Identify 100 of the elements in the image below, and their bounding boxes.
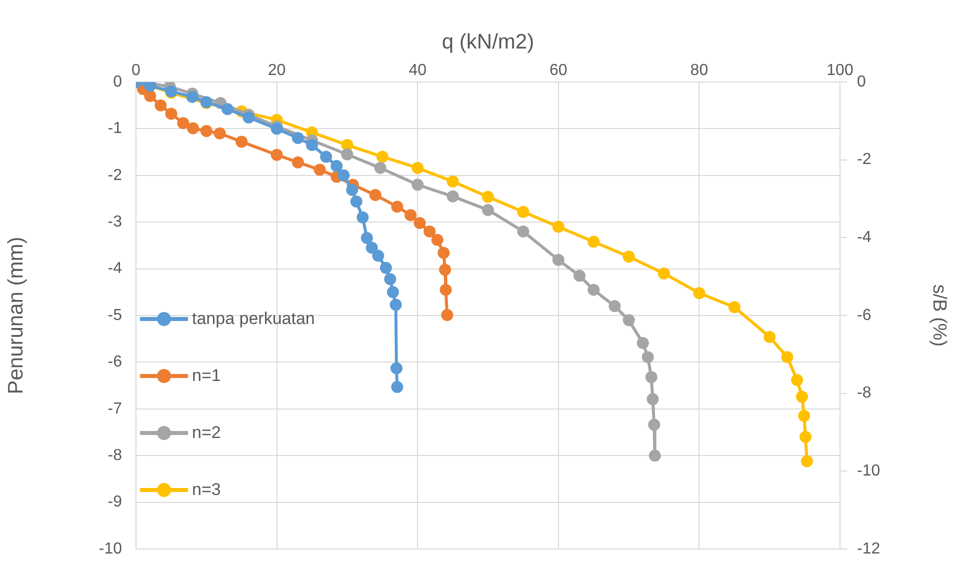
x-tick-label: 60 (550, 62, 568, 79)
point (306, 139, 318, 152)
y2-tick-label: -4 (857, 229, 872, 246)
point (482, 190, 494, 203)
point (446, 175, 459, 188)
point (372, 250, 384, 262)
x-axis-title: q (kN/m2) (442, 30, 534, 54)
point (642, 351, 654, 364)
point (412, 178, 424, 191)
y-tick-label: -9 (108, 494, 122, 511)
point (386, 286, 399, 298)
point (482, 204, 494, 216)
y2-axis-title: s/B (%) (928, 284, 950, 347)
point (144, 90, 156, 102)
point (338, 169, 350, 182)
point (796, 390, 808, 403)
point (588, 284, 600, 296)
point (369, 189, 382, 202)
point (390, 298, 402, 311)
legend-label: n=1 (192, 366, 221, 386)
point (360, 232, 373, 244)
y-tick-label: -1 (108, 120, 122, 138)
point (800, 455, 813, 468)
point (552, 220, 564, 233)
legend-label: n=3 (192, 480, 221, 500)
point (384, 273, 396, 286)
point (242, 111, 255, 124)
point (438, 246, 450, 259)
x-tick-label: 0 (132, 62, 141, 79)
point (798, 410, 810, 422)
y-tick-label: -5 (108, 306, 122, 324)
point (390, 362, 402, 374)
point (648, 418, 660, 431)
point (165, 108, 178, 120)
y-tick-label: -7 (108, 400, 122, 418)
point (648, 450, 661, 462)
point (440, 284, 452, 296)
point (346, 184, 358, 196)
point (270, 148, 283, 161)
point (588, 236, 600, 248)
point (404, 209, 417, 222)
point (517, 206, 530, 218)
point (646, 393, 659, 406)
point (800, 430, 812, 443)
point (441, 309, 454, 322)
point (517, 225, 530, 238)
point (154, 99, 167, 112)
y-tick-label: -4 (108, 260, 122, 278)
x-tick-label: 40 (408, 62, 427, 79)
point (791, 374, 804, 386)
y-axis-title: Penurunan (mm) (4, 236, 28, 394)
point (574, 270, 586, 282)
point (214, 127, 226, 140)
y2-tick-label: -6 (857, 306, 872, 324)
point (177, 117, 190, 130)
point (446, 190, 459, 202)
y-tick-label: -6 (108, 354, 122, 371)
y2-tick-label: -2 (857, 151, 872, 168)
y2-tick-label: -12 (857, 540, 880, 558)
point (330, 160, 343, 172)
point (292, 132, 304, 144)
point (376, 150, 388, 163)
legend-label: tanpa perkuatan (192, 308, 315, 328)
point (391, 200, 404, 213)
point (350, 196, 362, 208)
y-tick-label: -2 (108, 166, 122, 184)
point (608, 300, 621, 312)
y2-tick-label: 0 (857, 73, 866, 90)
point (270, 122, 283, 135)
point (636, 337, 649, 350)
point (374, 162, 386, 174)
y2-tick-label: -8 (857, 384, 872, 402)
point (424, 225, 436, 238)
point (431, 234, 444, 246)
point (728, 301, 740, 314)
point (693, 287, 706, 300)
point (341, 148, 354, 160)
y-tick-label: -10 (98, 540, 122, 558)
point (414, 217, 426, 230)
point (645, 371, 658, 384)
y-tick-label: -3 (108, 214, 122, 231)
y-tick-label: -8 (108, 447, 122, 464)
point (412, 162, 424, 174)
y2-tick-label: -10 (857, 462, 880, 480)
point (764, 330, 776, 343)
point (552, 254, 564, 266)
point (658, 267, 670, 280)
point (236, 136, 248, 148)
point (781, 351, 794, 364)
point (439, 264, 452, 276)
point (366, 242, 378, 254)
point (314, 164, 326, 176)
x-tick-label: 20 (268, 62, 286, 79)
point (391, 380, 404, 393)
point (222, 103, 234, 116)
point (292, 156, 304, 168)
point (622, 250, 635, 263)
point (200, 125, 212, 138)
point (186, 90, 198, 103)
point (622, 314, 635, 326)
